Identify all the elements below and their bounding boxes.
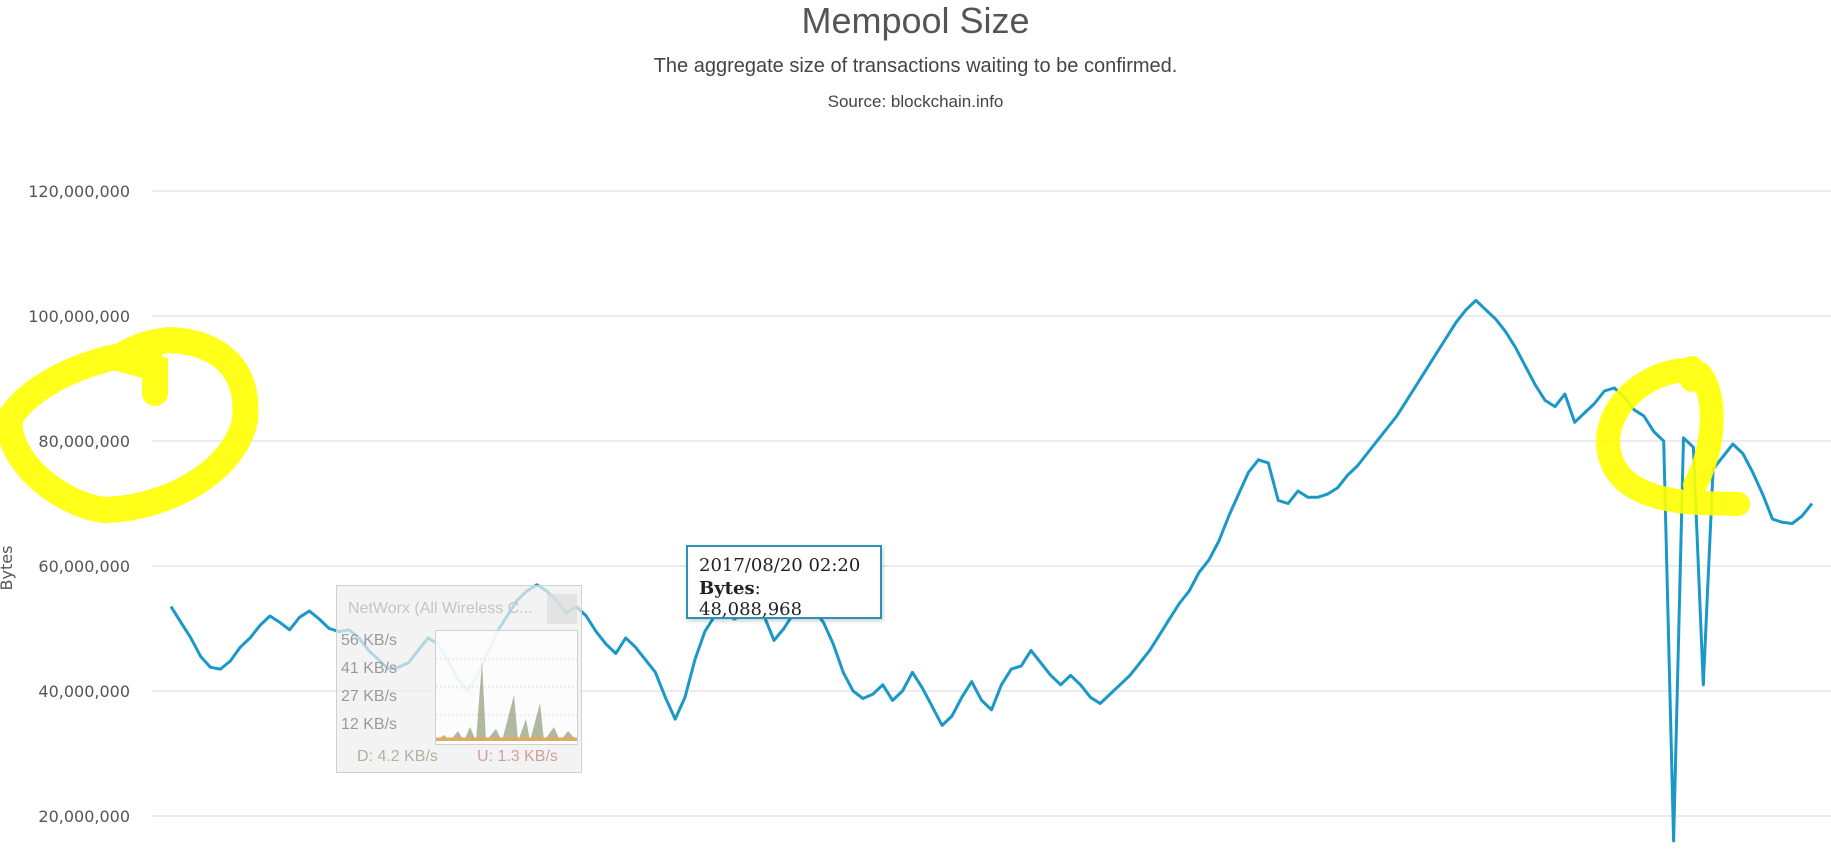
y-tick-label: 60,000,000 (38, 557, 130, 576)
networx-rate-label: 56 KB/s (341, 632, 398, 649)
y-axis-label: Bytes (0, 546, 16, 591)
y-axis-ticks: 20,000,000 40,000,000 60,000,000 80,000,000… (28, 182, 130, 826)
chart-subtitle: The aggregate size of transactions waiti… (653, 55, 1178, 77)
chart-title: Mempool Size (801, 0, 1030, 41)
y-tick-label: 120,000,000 (28, 182, 130, 201)
highlight-marks (0, 326, 1750, 524)
networx-upload-rate: U: 1.3 KB/s (477, 748, 558, 765)
networx-rate-label: 12 KB/s (341, 716, 398, 733)
networx-traffic-graph (435, 630, 578, 745)
y-tick-label: 40,000,000 (38, 682, 130, 701)
yellow-scribble-right (1595, 356, 1750, 516)
y-tick-label: 20,000,000 (38, 807, 130, 826)
networx-overlay-widget[interactable]: NetWorx (All Wireless C... 56 KB/s 41 KB… (336, 585, 582, 773)
networx-close-icon[interactable] (547, 594, 577, 624)
networx-rate-label: 41 KB/s (341, 660, 398, 677)
data-point-tooltip: 2017/08/20 02:20 Bytes: 48,088,968 (686, 545, 882, 620)
yellow-scribble-left (0, 326, 259, 524)
networx-traffic-sparkline (436, 658, 577, 741)
tooltip-date: 2017/08/20 02:20 (699, 555, 861, 576)
networx-rate-label: 27 KB/s (341, 688, 398, 705)
tooltip-value: : 48,088,968 (699, 578, 803, 620)
tooltip-label: Bytes (699, 578, 755, 599)
chart-source: Source: blockchain.info (827, 92, 1004, 111)
networx-download-rate: D: 4.2 KB/s (357, 748, 438, 765)
y-tick-label: 80,000,000 (38, 432, 130, 451)
networx-title: NetWorx (All Wireless C... (348, 600, 533, 617)
y-tick-label: 100,000,000 (28, 307, 130, 326)
